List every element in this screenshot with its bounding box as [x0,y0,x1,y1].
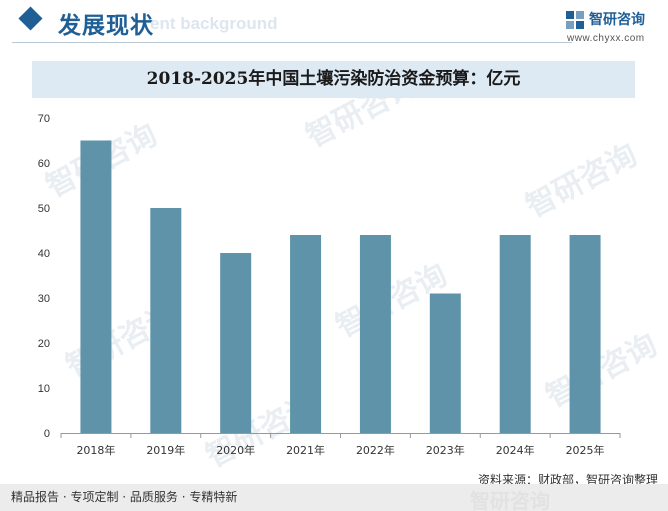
chart-title: 2018-2025年中国土壤污染防治资金预算：亿元 [146,69,521,89]
chart-title-bar: 2018-2025年中国土壤污染防治资金预算：亿元 [32,61,635,98]
bar [359,235,391,433]
header-ghost-text: ent background [150,14,278,33]
logo-name: 智研咨询 [589,12,645,28]
bar [80,140,112,433]
x-tick-label: 2020年 [216,443,255,457]
y-tick-label: 30 [38,293,50,305]
y-tick-label: 70 [38,113,50,125]
y-tick-label: 0 [44,428,50,440]
bar [499,235,531,433]
header-divider [12,42,572,43]
y-tick-label: 20 [38,338,50,350]
bar [569,235,601,433]
page-header: 发展现状 ent background [0,0,668,46]
x-tick-label: 2022年 [356,443,395,457]
section-title: 发展现状 [58,13,154,39]
footer-ghost-text: 智研咨询 [470,489,550,511]
x-tick-label: 2018年 [76,443,115,457]
x-tick-label: 2025年 [566,443,605,457]
x-tick-label: 2024年 [496,443,535,457]
y-tick-label: 50 [38,203,50,215]
bar [290,235,322,433]
diamond-icon [18,6,43,31]
logo-url: www.chyxx.com [567,33,645,44]
x-tick-label: 2019年 [146,443,185,457]
x-tick-label: 2023年 [426,443,465,457]
bar [150,208,182,433]
y-tick-label: 10 [38,383,50,395]
footer-tagline: 精品报告 · 专项定制 · 品质服务 · 专精特新 [11,490,238,504]
bar [429,293,461,433]
y-tick-label: 40 [38,248,50,260]
brand-logo: 智研咨询 www.chyxx.com [565,8,665,46]
x-tick-label: 2021年 [286,443,325,457]
bar [220,253,252,433]
data-source: 资料来源：财政部，智研咨询整理 [477,473,658,487]
bar-chart: 0 10 20 30 40 50 60 70 2018年 2019年 2020年 2021年 2022年… [38,113,621,457]
y-tick-label: 60 [38,158,50,170]
logo-mark-icon [566,11,584,29]
page-footer: 智研咨询 精品报告 · 专项定制 · 品质服务 · 专精特新 [0,484,668,511]
